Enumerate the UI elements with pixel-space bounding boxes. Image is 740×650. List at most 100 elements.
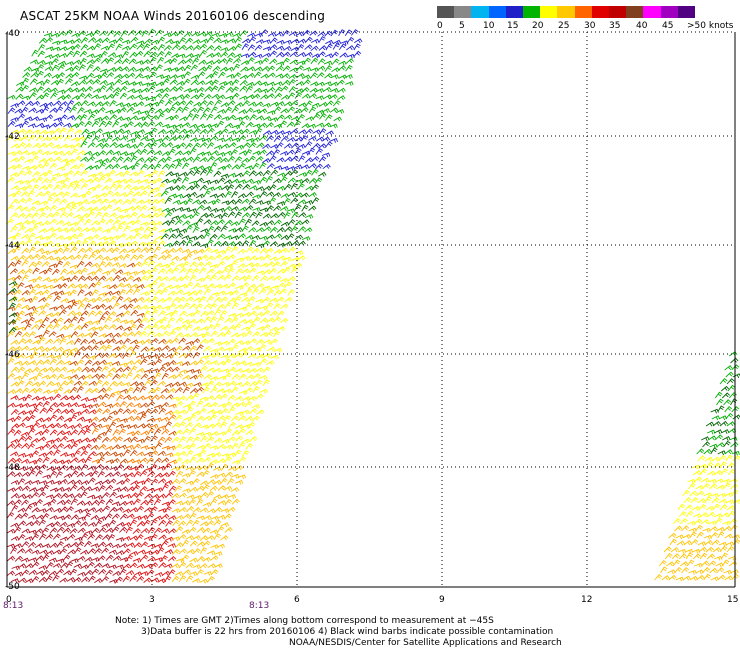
wind-barb <box>211 70 219 78</box>
wind-barb <box>7 402 16 408</box>
wind-barb <box>67 182 75 190</box>
wind-barb <box>255 311 264 317</box>
wind-barb <box>73 350 82 358</box>
wind-barb <box>281 94 290 100</box>
wind-barb <box>105 276 114 282</box>
wind-barb <box>193 452 202 458</box>
wind-barb <box>224 372 232 380</box>
wind-barb <box>109 410 118 416</box>
wind-barb <box>49 527 58 534</box>
wind-barb <box>7 94 16 100</box>
wind-barb <box>206 436 215 443</box>
wind-barb <box>199 141 208 148</box>
wind-barb <box>129 350 137 358</box>
wind-barb <box>112 219 121 226</box>
wind-barb <box>70 275 79 282</box>
wind-barb <box>157 254 167 260</box>
wind-barb <box>38 228 48 234</box>
wind-barb <box>727 468 736 476</box>
wind-barb <box>174 218 183 226</box>
wind-barb <box>216 192 226 198</box>
wind-barb <box>696 574 705 581</box>
wind-barb <box>182 416 192 422</box>
wind-barb <box>228 142 237 148</box>
wind-barb <box>133 121 143 128</box>
wind-barb <box>45 450 54 456</box>
wind-barb <box>213 45 222 52</box>
wind-barb <box>91 360 101 366</box>
wind-barb <box>730 524 738 532</box>
wind-barb <box>122 477 131 485</box>
wind-barb <box>104 316 113 323</box>
wind-barb <box>284 170 293 177</box>
wind-barb <box>249 114 257 121</box>
wind-barb <box>80 549 89 555</box>
wind-barb <box>154 275 163 282</box>
wind-barb <box>115 494 124 500</box>
wind-barb <box>317 31 326 37</box>
wind-barb <box>311 102 321 108</box>
wind-barb <box>171 351 180 358</box>
wind-barb <box>185 382 194 388</box>
wind-barb <box>28 288 37 296</box>
wind-barb <box>220 47 229 52</box>
wind-barb <box>38 157 47 164</box>
wind-barb <box>283 114 293 120</box>
wind-barb <box>241 115 250 121</box>
wind-barb <box>157 493 167 499</box>
wind-barb <box>660 566 668 574</box>
wind-barb <box>70 164 79 170</box>
wind-barb <box>192 351 201 359</box>
wind-barb <box>179 171 188 177</box>
wind-barb <box>270 129 279 135</box>
wind-barb <box>94 101 104 107</box>
wind-barb <box>193 297 202 303</box>
wind-barb <box>188 427 197 435</box>
wind-barb <box>60 158 69 164</box>
wind-barb <box>192 338 201 345</box>
wind-barb <box>119 288 127 296</box>
wind-barb <box>289 59 298 65</box>
wind-speed-legend-bar <box>437 6 696 18</box>
wind-barb <box>675 576 684 582</box>
wind-barb <box>90 403 100 409</box>
wind-barb <box>147 205 157 211</box>
wind-barb <box>685 552 693 560</box>
wind-barb <box>199 338 209 344</box>
wind-barb <box>21 120 29 127</box>
wind-barb <box>692 470 702 476</box>
wind-barb <box>31 309 39 316</box>
wind-barb <box>66 351 75 358</box>
wind-barb <box>255 367 264 373</box>
wind-barb <box>239 74 249 80</box>
wind-barb <box>70 316 78 323</box>
wind-barb <box>245 415 254 422</box>
wind-barb <box>209 485 218 492</box>
wind-barb <box>255 255 265 261</box>
wind-barb <box>97 456 105 464</box>
wind-barb <box>294 234 304 240</box>
wind-barb <box>209 264 219 269</box>
wind-barb <box>726 505 736 511</box>
wind-barb <box>224 498 232 506</box>
wind-barb <box>73 411 82 416</box>
wind-barb <box>249 211 257 219</box>
wind-barb <box>175 232 184 239</box>
wind-barb <box>38 424 47 429</box>
wind-barb <box>185 575 194 582</box>
wind-barb <box>230 149 238 156</box>
wind-barb <box>80 323 89 330</box>
wind-barb <box>119 135 129 141</box>
wind-barb <box>238 135 247 142</box>
wind-barb <box>119 542 128 548</box>
wind-barb <box>109 491 117 498</box>
wind-barb <box>220 393 228 400</box>
wind-barb <box>52 40 61 46</box>
wind-barb <box>83 486 93 492</box>
wind-barb <box>237 120 246 128</box>
wind-barb <box>84 261 93 268</box>
wind-barb <box>232 459 241 465</box>
wind-barb <box>126 275 135 282</box>
wind-barb <box>234 323 242 331</box>
wind-barb <box>22 72 31 78</box>
